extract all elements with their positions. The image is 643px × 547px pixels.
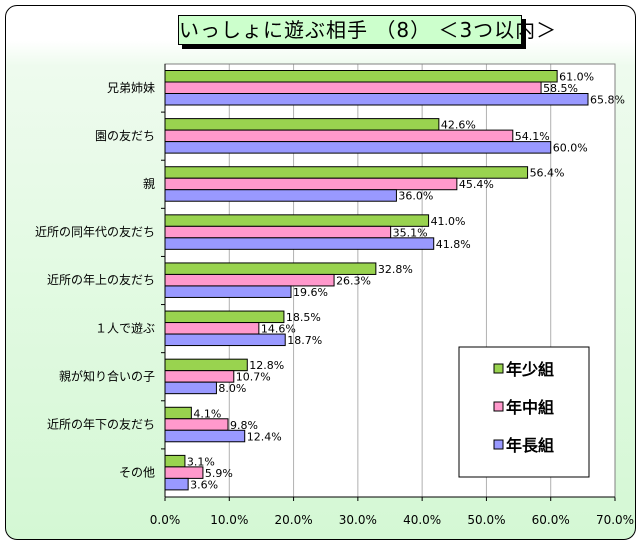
bar	[164, 310, 285, 324]
chart-title: いっしょに遊ぶ相手 （8） ＜3つ以内＞	[178, 15, 556, 45]
data-label: 4.1%	[193, 407, 221, 420]
bar	[164, 214, 430, 227]
category-label: 園の友だち	[95, 129, 155, 143]
data-label: 54.1%	[515, 130, 550, 143]
data-label: 12.4%	[247, 430, 282, 443]
data-label: 9.8%	[230, 419, 258, 432]
bar	[164, 477, 189, 491]
x-tick-label: 40.0%	[403, 513, 441, 527]
data-label: 19.6%	[293, 286, 328, 299]
x-tick-label: 10.0%	[210, 513, 248, 527]
x-tick-label: 50.0%	[467, 513, 505, 527]
bar	[164, 262, 377, 275]
data-label: 14.6%	[261, 323, 296, 336]
bar	[164, 418, 229, 431]
legend-label: 年中組	[506, 398, 554, 417]
data-label: 8.0%	[218, 382, 246, 395]
data-label: 32.8%	[378, 263, 413, 276]
bar	[164, 285, 292, 298]
bar	[164, 429, 246, 443]
data-label: 61.0%	[559, 71, 594, 84]
category-label: 近所の同年代の友だち	[35, 225, 155, 239]
legend-swatch	[493, 401, 504, 412]
data-label: 41.8%	[436, 238, 471, 251]
bar	[164, 358, 248, 372]
bar	[164, 93, 589, 106]
data-label: 5.9%	[205, 467, 233, 480]
bar	[164, 273, 335, 287]
data-label: 12.8%	[249, 359, 284, 372]
category-label: 近所の年下の友だち	[47, 418, 155, 432]
data-label: 65.8%	[590, 94, 625, 107]
data-label: 26.3%	[336, 274, 371, 287]
category-label: 兄弟姉妹	[107, 80, 155, 95]
legend-label: 年長組	[506, 436, 554, 455]
bar	[164, 177, 458, 191]
x-tick-labels: 0.0% 10.0% 20.0% 30.0% 40.0% 50.0% 60.0% 70.0%	[150, 513, 634, 527]
data-label: 18.5%	[286, 311, 321, 324]
data-label: 60.0%	[553, 142, 588, 155]
legend-swatch	[493, 363, 504, 374]
legend-label: 年少組	[506, 360, 554, 379]
bar	[164, 466, 204, 479]
bar	[164, 118, 440, 131]
bar	[164, 322, 260, 335]
bar	[164, 333, 286, 347]
bar	[164, 189, 397, 202]
data-label: 10.7%	[236, 371, 271, 384]
data-label: 18.7%	[287, 334, 322, 347]
category-label: 親	[143, 177, 155, 191]
x-tick-label: 70.0%	[596, 513, 634, 527]
category-label: 親が知り合いの子	[59, 368, 155, 383]
x-tick-label: 0.0%	[150, 513, 181, 527]
bar	[164, 166, 529, 179]
category-label: その他	[119, 466, 155, 480]
bar	[164, 237, 435, 250]
bar	[164, 406, 192, 420]
bar	[164, 81, 542, 94]
data-label: 3.1%	[187, 455, 215, 468]
data-label: 35.1%	[393, 226, 428, 239]
legend-box	[458, 346, 590, 478]
x-tick-label: 30.0%	[339, 513, 377, 527]
data-label: 58.5%	[543, 82, 578, 95]
data-label: 42.6%	[441, 119, 476, 132]
data-label: 56.4%	[530, 167, 565, 180]
category-label: １人で遊ぶ	[95, 320, 155, 335]
bar	[164, 70, 558, 83]
data-label: 3.6%	[190, 478, 218, 491]
bar	[164, 225, 392, 239]
legend-swatch	[493, 439, 504, 450]
bar	[164, 381, 217, 395]
bar	[164, 141, 552, 154]
bar	[164, 454, 186, 468]
data-labels: 61.0%58.5% 65.8% 42.6% 54.1%60.0% 56.4% 45.4%…	[187, 71, 625, 492]
bar	[164, 129, 514, 143]
data-label: 36.0%	[398, 190, 433, 203]
category-label: 近所の年上の友だち	[47, 273, 155, 287]
x-tick-label: 20.0%	[275, 513, 313, 527]
data-label: 45.4%	[459, 178, 494, 191]
bar	[164, 370, 235, 383]
x-tick-label: 60.0%	[532, 513, 570, 527]
data-label: 41.0%	[431, 215, 466, 228]
